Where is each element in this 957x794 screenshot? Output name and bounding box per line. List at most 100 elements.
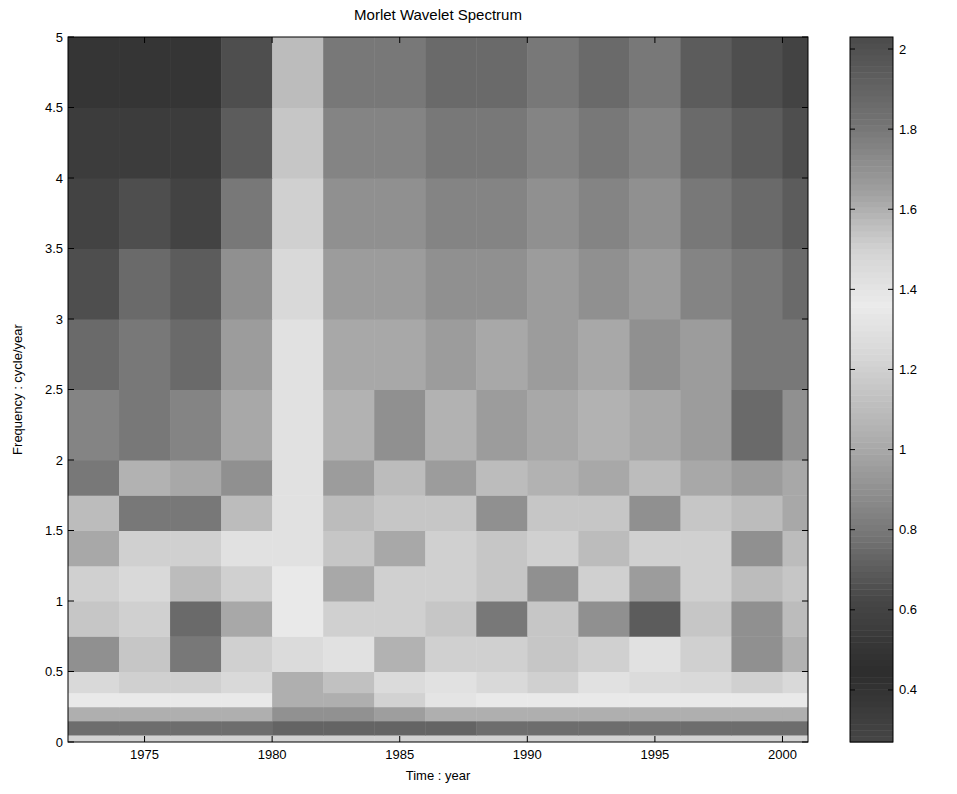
colorbar-swatch <box>850 542 893 548</box>
cell <box>578 601 630 637</box>
colorbar-tick-label: 2 <box>899 42 906 57</box>
x-tick <box>272 736 273 742</box>
y-tick <box>68 671 74 672</box>
cell <box>629 531 681 567</box>
colorbar-swatch <box>850 560 893 566</box>
colorbar-swatch <box>850 290 893 296</box>
cell <box>170 601 222 637</box>
colorbar-swatch <box>850 507 893 513</box>
colorbar-swatch <box>850 719 893 725</box>
colorbar-swatch <box>850 331 893 337</box>
colorbar-swatch <box>850 554 893 560</box>
cell <box>374 249 426 320</box>
cell <box>221 735 273 742</box>
cell <box>629 693 681 708</box>
cell <box>323 531 375 567</box>
cell <box>170 249 222 320</box>
y-tick-label: 2 <box>56 453 63 468</box>
cell <box>476 601 528 637</box>
colorbar-swatch <box>850 213 893 219</box>
cell <box>731 249 783 320</box>
colorbar-swatch <box>850 642 893 648</box>
colorbar-swatch <box>850 595 893 601</box>
cell <box>476 531 528 567</box>
cell <box>68 636 120 672</box>
colorbar-swatch <box>850 695 893 701</box>
colorbar-swatch <box>850 566 893 572</box>
colorbar-swatch <box>850 478 893 484</box>
cell <box>425 735 477 742</box>
cell <box>578 178 630 249</box>
cell <box>731 495 783 531</box>
colorbar-swatch <box>850 72 893 78</box>
cell <box>680 566 732 602</box>
colorbar <box>850 37 893 743</box>
colorbar-tick-left <box>850 529 855 530</box>
cell <box>272 566 324 602</box>
cell <box>374 460 426 496</box>
cell <box>731 693 783 708</box>
cell <box>782 693 808 708</box>
cell <box>731 672 783 694</box>
colorbar-tick-label: 1.2 <box>899 362 917 377</box>
y-tick-right <box>802 319 808 320</box>
cell <box>782 721 808 736</box>
colorbar-swatch <box>850 730 893 736</box>
colorbar-swatch <box>850 431 893 437</box>
cell <box>374 178 426 249</box>
cell <box>272 319 324 390</box>
cell <box>323 390 375 461</box>
cell <box>680 672 732 694</box>
cell <box>323 636 375 672</box>
colorbar-tick-label: 0.6 <box>899 602 917 617</box>
colorbar-swatch <box>850 343 893 349</box>
colorbar-swatch <box>850 172 893 178</box>
cell <box>119 249 171 320</box>
cell <box>374 390 426 461</box>
colorbar-swatch <box>850 237 893 243</box>
colorbar-swatch <box>850 613 893 619</box>
colorbar-tick <box>888 449 893 450</box>
y-tick <box>68 178 74 179</box>
cell <box>731 566 783 602</box>
x-tick-label: 1980 <box>258 747 287 762</box>
cell <box>119 566 171 602</box>
colorbar-swatch <box>850 660 893 666</box>
cell <box>629 721 681 736</box>
colorbar-tick <box>888 529 893 530</box>
y-tick-right <box>802 37 808 38</box>
y-tick-label: 3 <box>56 312 63 327</box>
cell <box>527 390 579 461</box>
x-tick-label: 1995 <box>640 747 669 762</box>
colorbar-swatch <box>850 313 893 319</box>
cell <box>527 693 579 708</box>
cell <box>680 495 732 531</box>
colorbar-swatch <box>850 37 893 43</box>
colorbar-swatch <box>850 425 893 431</box>
cell <box>680 108 732 179</box>
cell <box>221 319 273 390</box>
cell <box>476 319 528 390</box>
cell <box>527 566 579 602</box>
cell <box>476 672 528 694</box>
colorbar-tick <box>888 209 893 210</box>
cell <box>425 495 477 531</box>
cell <box>425 319 477 390</box>
cell <box>170 178 222 249</box>
cell <box>68 495 120 531</box>
cell <box>476 178 528 249</box>
cell <box>170 108 222 179</box>
cell <box>119 636 171 672</box>
colorbar-tick-left <box>850 689 855 690</box>
cell <box>68 601 120 637</box>
cell <box>527 601 579 637</box>
colorbar-swatch <box>850 84 893 90</box>
cell <box>119 672 171 694</box>
cell <box>629 108 681 179</box>
colorbar-swatch <box>850 243 893 249</box>
cell <box>272 601 324 637</box>
cell <box>782 460 808 496</box>
cell <box>323 601 375 637</box>
cell <box>170 531 222 567</box>
cell <box>425 721 477 736</box>
